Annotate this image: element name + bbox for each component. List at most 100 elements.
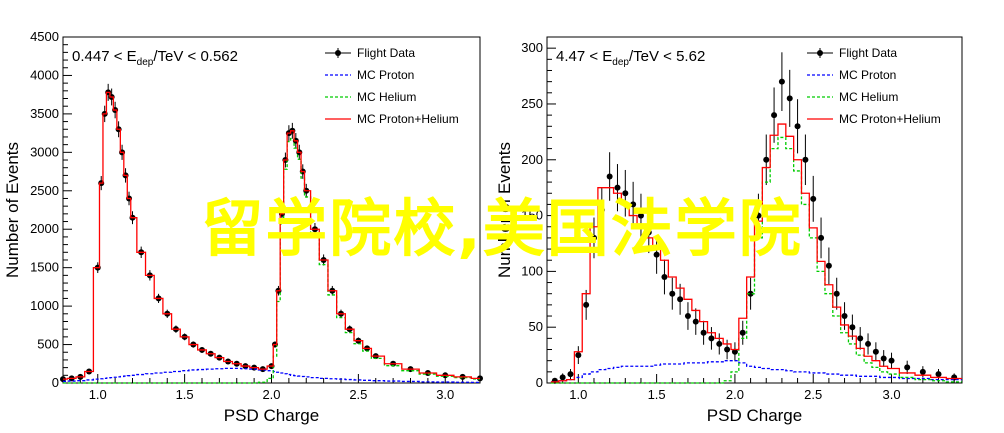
y-tick-label: 100 (521, 263, 543, 278)
data-point (857, 335, 864, 342)
y-axis-label: Number of Events (495, 142, 514, 278)
data-point (825, 262, 832, 269)
y-tick-label: 4500 (30, 29, 59, 44)
legend-entry: MC Proton (357, 68, 414, 82)
y-tick-label: 1000 (30, 298, 59, 313)
x-tick-label: 3.0 (882, 387, 900, 402)
chart-1: 0 500 1000 1500 2000 2500 3000 3500 4000 4500 1.0 1… (3, 29, 483, 425)
data-point (590, 234, 597, 241)
data-point (637, 212, 644, 219)
y-axis-label: Number of Events (3, 142, 22, 278)
x-tick-label: 2.0 (726, 387, 744, 402)
y-tick-label: 500 (37, 337, 59, 352)
legend-entry: Flight Data (357, 46, 415, 60)
data-point (708, 335, 715, 342)
data-point (606, 173, 613, 180)
legend-entry: Flight Data (839, 46, 897, 60)
x-tick-label: 3.0 (436, 387, 454, 402)
series-line (550, 123, 962, 383)
y-tick-label: 200 (521, 152, 543, 167)
data-point (833, 290, 840, 297)
data-point (567, 371, 574, 378)
data-point (778, 78, 785, 85)
chart-2: 0 50 100 150 200 250 300 1.0 1.5 2.0 2.5 3.0 PSD Cha… (495, 36, 963, 425)
energy-range-annotation: 4.47 < Edep/TeV < 5.62 (556, 48, 705, 68)
x-tick-label: 1.0 (569, 387, 587, 402)
y-tick-label: 2000 (30, 221, 59, 236)
data-point (849, 324, 856, 331)
legend-entry: MC Helium (357, 90, 416, 104)
y-tick-label: 150 (521, 208, 543, 223)
x-tick-label: 1.0 (89, 387, 107, 402)
data-point (880, 355, 887, 362)
series-mc-proton (63, 367, 480, 384)
plot-frame (546, 36, 963, 384)
y-tick-label: 50 (529, 319, 543, 334)
series-flight-data (60, 83, 483, 383)
data-point (559, 374, 566, 381)
data-point (763, 156, 770, 163)
data-point (677, 296, 684, 303)
y-tick-label: 0 (52, 375, 59, 390)
data-point (614, 184, 621, 191)
data-point (841, 313, 848, 320)
x-tick-label: 2.5 (349, 387, 367, 402)
legend-entry: MC Proton+Helium (839, 112, 941, 126)
plot-frame (62, 36, 481, 384)
x-axis-label: PSD Charge (707, 406, 802, 425)
data-point (904, 364, 911, 371)
legend-entry: MC Proton (839, 68, 896, 82)
data-point (684, 313, 691, 320)
data-point (731, 348, 738, 355)
x-tick-label: 2.0 (262, 387, 280, 402)
energy-range-annotation: 0.447 < Edep/TeV < 0.562 (72, 48, 238, 68)
data-point (575, 352, 582, 359)
y-tick-label: 0 (536, 375, 543, 390)
y-tick-label: 250 (521, 96, 543, 111)
data-point (802, 156, 809, 163)
y-tick-label: 1500 (30, 260, 59, 275)
data-point (872, 348, 879, 355)
data-point (598, 207, 605, 213)
x-tick-label: 1.5 (176, 387, 194, 402)
data-point (692, 318, 699, 325)
series-mc-proton-helium (63, 91, 480, 380)
legend-entry: MC Proton+Helium (357, 112, 459, 126)
legend: Flight Data MC Proton MC Helium MC Proton+H… (807, 46, 941, 126)
data-point (818, 234, 825, 241)
data-point (669, 290, 676, 297)
data-point (583, 301, 590, 308)
series-line (550, 360, 962, 383)
data-point (794, 123, 801, 130)
y-tick-label: 300 (521, 40, 543, 55)
series-mc-helium (63, 137, 480, 384)
data-point (716, 340, 723, 347)
data-point (747, 290, 754, 297)
series-line (550, 136, 962, 384)
series-line (63, 137, 480, 384)
series-line (63, 367, 480, 384)
data-point (888, 357, 895, 364)
data-point (653, 251, 660, 258)
data-point (865, 340, 872, 347)
data-point (771, 112, 778, 119)
data-point (935, 371, 942, 378)
data-point (700, 329, 707, 336)
data-point (739, 329, 746, 336)
legend-entry: MC Helium (839, 90, 898, 104)
x-axis-label: PSD Charge (224, 406, 319, 425)
series-mc-helium (550, 136, 962, 384)
data-point (724, 346, 731, 353)
x-tick-label: 2.5 (804, 387, 822, 402)
data-point (755, 212, 762, 219)
data-point (786, 95, 793, 102)
series-mc-proton (550, 360, 962, 383)
data-point (622, 190, 629, 197)
data-point (645, 229, 652, 236)
series-mc-proton-helium (550, 123, 962, 383)
y-tick-label: 4000 (30, 67, 59, 82)
legend-swatch (335, 50, 341, 56)
data-point (630, 201, 637, 208)
y-tick-label: 3500 (30, 106, 59, 121)
